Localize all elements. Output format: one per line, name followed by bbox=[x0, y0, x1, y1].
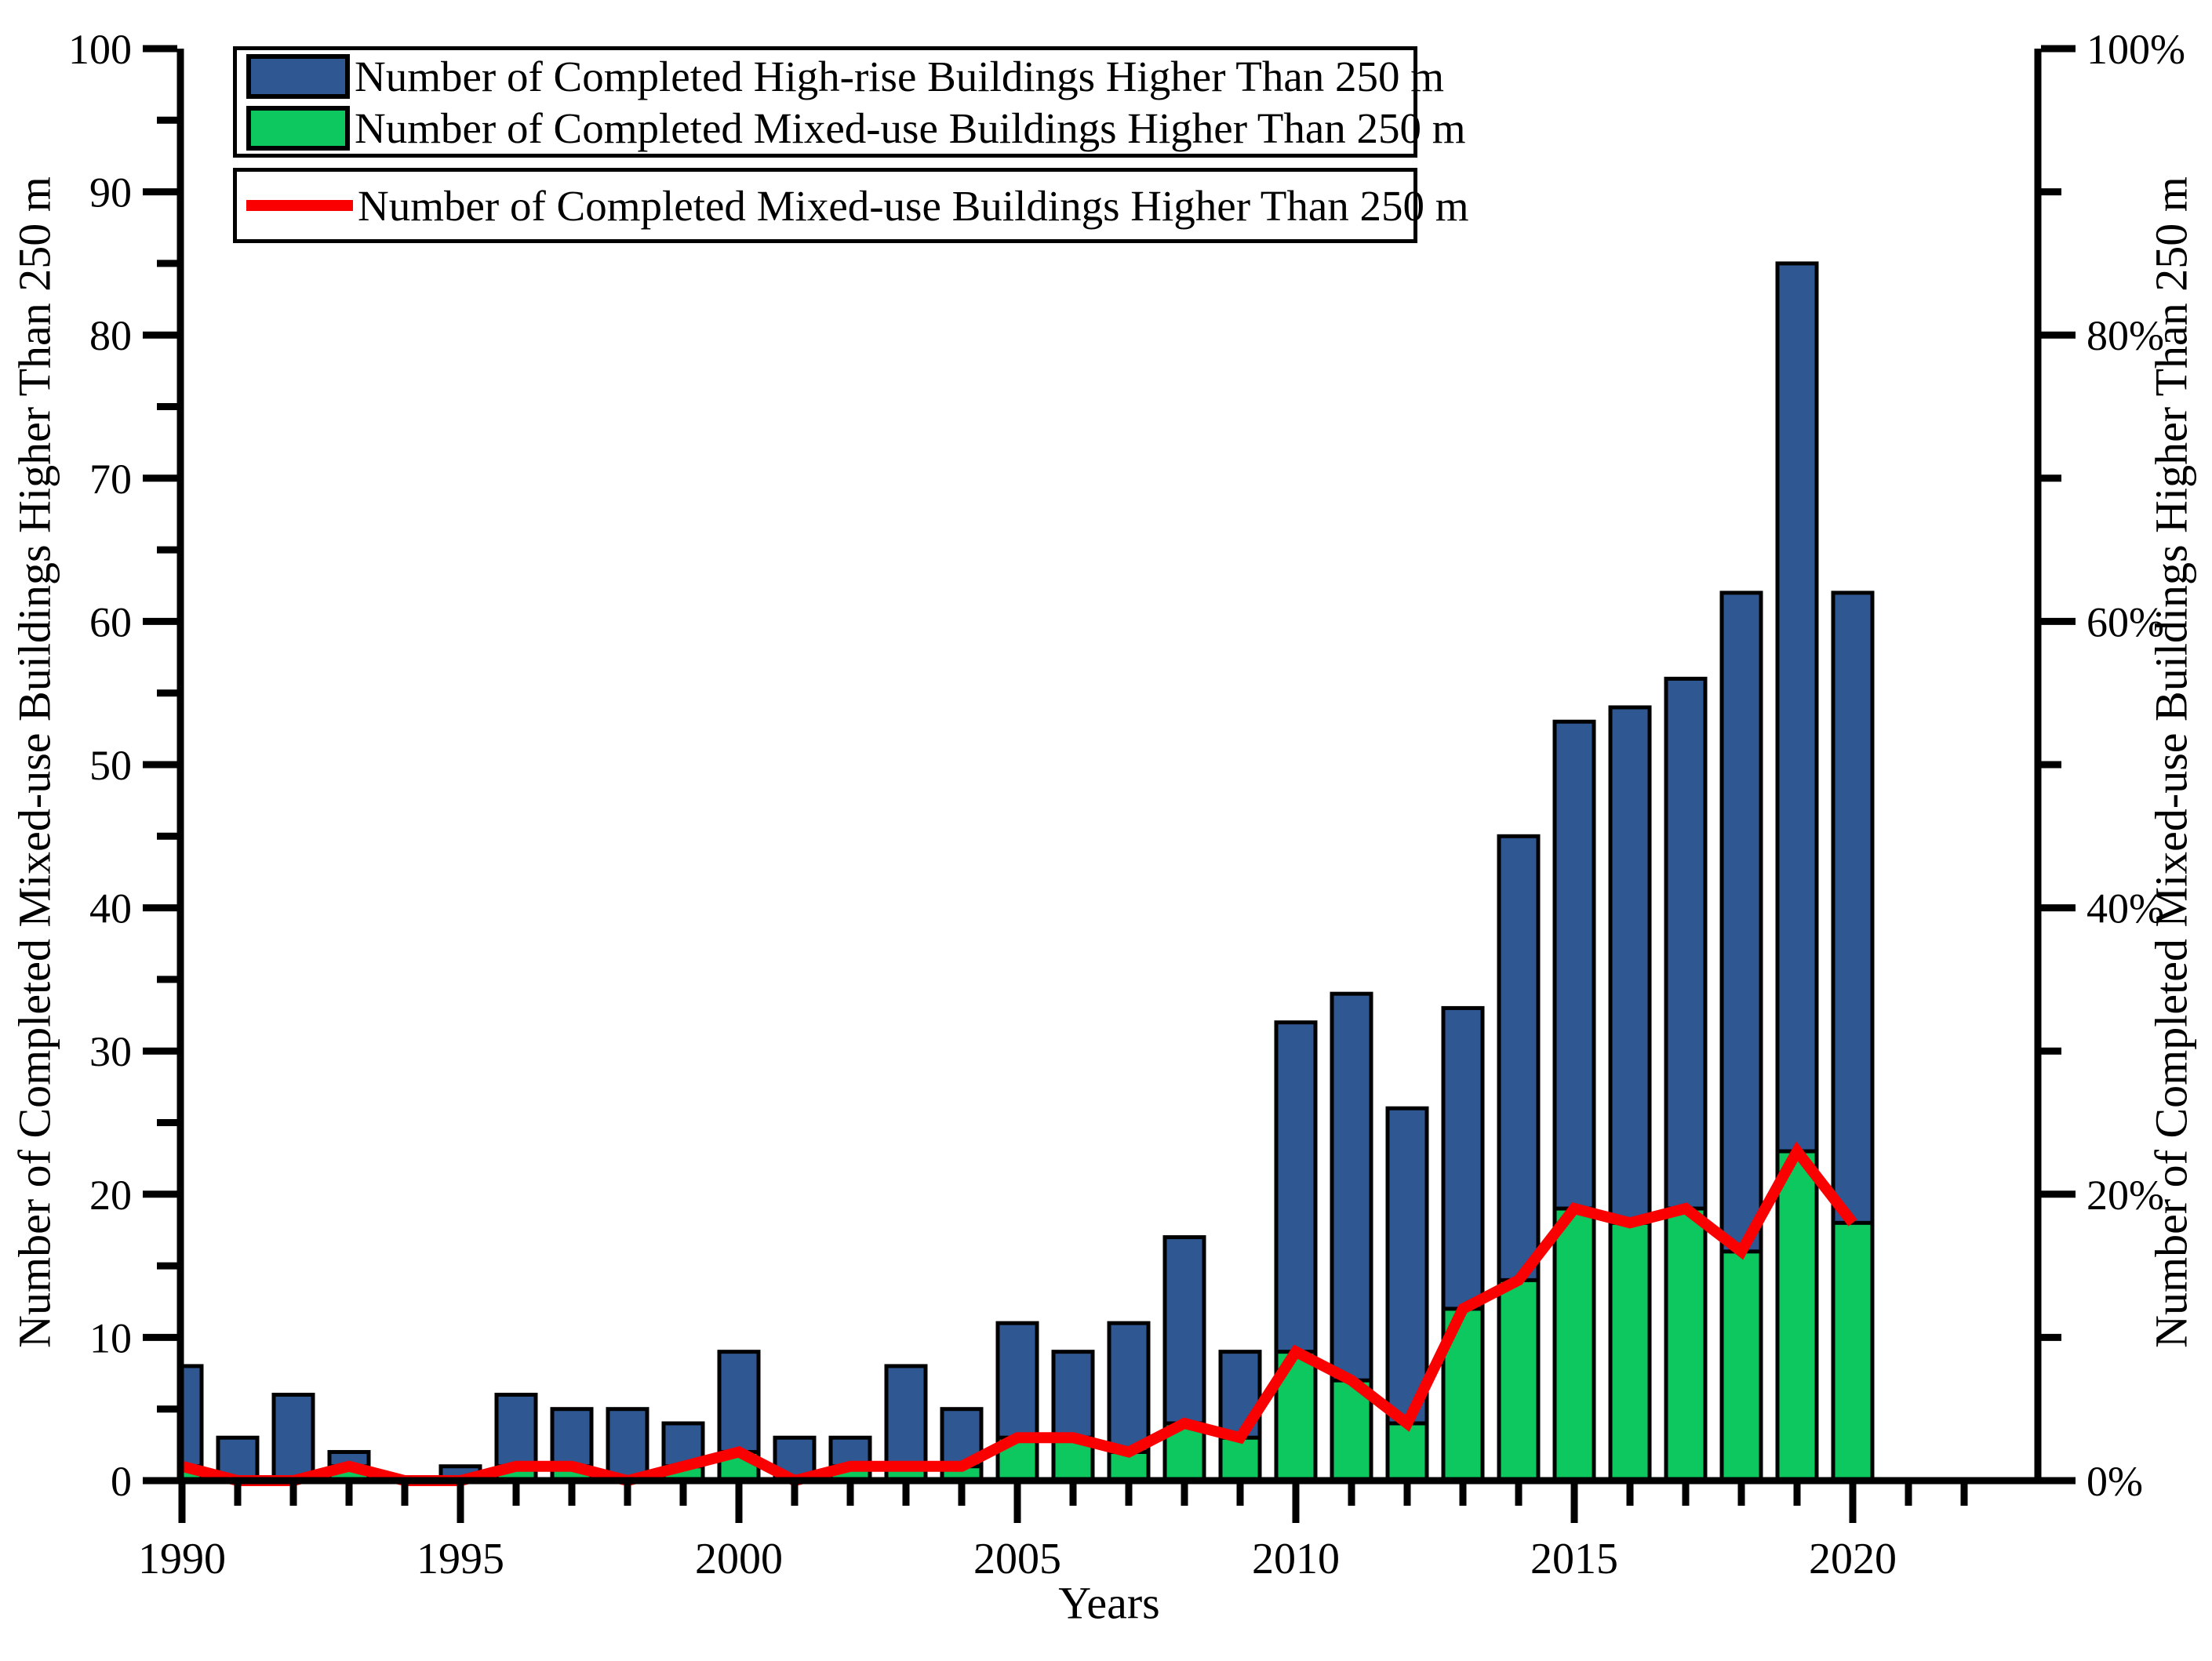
svg-text:70: 70 bbox=[89, 456, 132, 503]
svg-text:2000: 2000 bbox=[695, 1535, 783, 1583]
svg-text:20: 20 bbox=[89, 1172, 132, 1219]
highrise-bar-swatch-icon bbox=[246, 53, 350, 99]
right-axis-title: Number of Completed Mixed-use Buildings … bbox=[2145, 176, 2197, 1348]
svg-text:30: 30 bbox=[89, 1028, 132, 1075]
legend-entry-mixeduse-line: Number of Completed Mixed-use Buildings … bbox=[237, 178, 1469, 233]
legend-bars-box: Number of Completed High-rise Buildings … bbox=[233, 46, 1466, 158]
x-axis-title: Years bbox=[1058, 1577, 1160, 1629]
svg-text:40%: 40% bbox=[2086, 885, 2164, 932]
left-axis-title: Number of Completed Mixed-use Buildings … bbox=[9, 176, 60, 1348]
legend-label: Number of Completed Mixed-use Buildings … bbox=[358, 181, 1469, 230]
svg-text:60: 60 bbox=[89, 598, 132, 645]
mixeduse-line-swatch-icon bbox=[246, 200, 353, 211]
svg-text:80: 80 bbox=[89, 312, 132, 359]
legend-entry-highrise: Number of Completed High-rise Buildings … bbox=[237, 50, 1444, 102]
svg-text:80%: 80% bbox=[2086, 312, 2164, 359]
legend-label: Number of Completed Mixed-use Buildings … bbox=[355, 104, 1466, 152]
svg-text:10: 10 bbox=[89, 1314, 132, 1361]
svg-text:90: 90 bbox=[89, 169, 132, 216]
svg-text:100%: 100% bbox=[2086, 26, 2185, 73]
legend-line-box: Number of Completed Mixed-use Buildings … bbox=[233, 168, 1469, 243]
mixeduse-bar-swatch-icon bbox=[246, 105, 350, 151]
svg-text:1990: 1990 bbox=[138, 1535, 226, 1583]
legend-label: Number of Completed High-rise Buildings … bbox=[355, 52, 1445, 100]
svg-text:50: 50 bbox=[89, 742, 132, 789]
svg-text:0%: 0% bbox=[2086, 1458, 2143, 1505]
svg-text:20%: 20% bbox=[2086, 1172, 2164, 1219]
svg-text:60%: 60% bbox=[2086, 598, 2164, 645]
svg-text:2020: 2020 bbox=[1809, 1535, 1897, 1583]
svg-text:0: 0 bbox=[111, 1458, 132, 1505]
svg-text:1995: 1995 bbox=[417, 1535, 504, 1583]
svg-text:2015: 2015 bbox=[1530, 1535, 1618, 1583]
svg-text:100: 100 bbox=[68, 26, 132, 73]
svg-text:40: 40 bbox=[89, 885, 132, 932]
svg-text:2010: 2010 bbox=[1252, 1535, 1340, 1583]
svg-text:2005: 2005 bbox=[973, 1535, 1061, 1583]
legend-entry-mixeduse: Number of Completed Mixed-use Buildings … bbox=[237, 102, 1466, 154]
